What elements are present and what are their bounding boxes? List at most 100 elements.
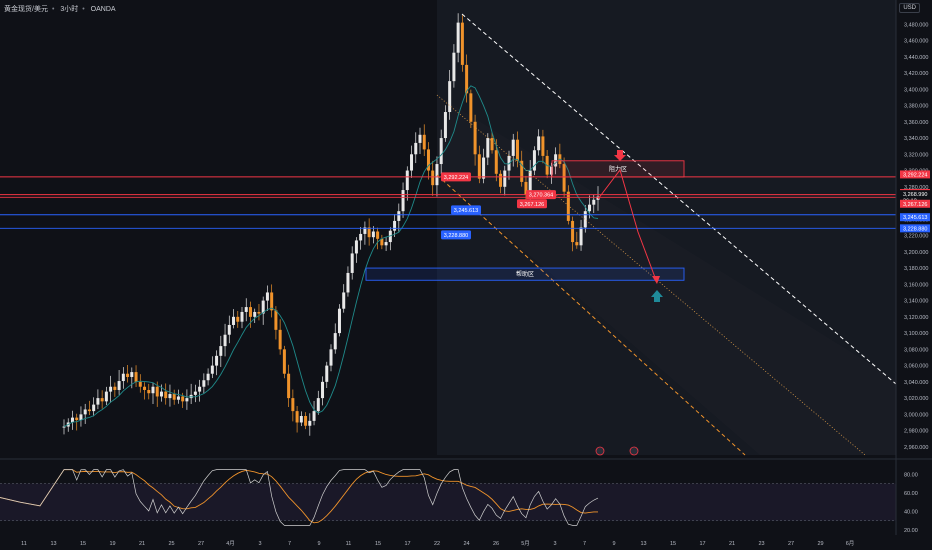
x-tick-label: 11 (346, 541, 352, 547)
rsi-band (0, 483, 896, 521)
candle-body (172, 394, 176, 400)
axis-price-tag-label: 3,292.224 (903, 172, 927, 178)
candle-body (439, 138, 443, 165)
candle-body (426, 149, 430, 171)
price-tag (451, 205, 481, 215)
candle-body (393, 220, 397, 231)
candle-body (456, 22, 460, 53)
candle-body (117, 381, 121, 390)
candle-body (388, 230, 392, 243)
candle-body (79, 414, 83, 421)
x-tick-label: 15 (80, 541, 86, 547)
x-tick-label: 4月 (226, 540, 235, 547)
candle-body (499, 173, 503, 187)
candle-body (583, 211, 587, 228)
y-tick-label: 3,280.000 (904, 185, 928, 191)
candle-body (477, 154, 481, 179)
candle-body (113, 386, 117, 390)
candle-body (469, 93, 473, 122)
candle-body (312, 411, 316, 421)
y-tick-label: 3,380.000 (904, 104, 928, 110)
x-tick-label: 5月 (521, 540, 530, 547)
candle-body (414, 142, 418, 155)
y-tick-label: 3,440.000 (904, 55, 928, 61)
candle-body (363, 227, 367, 234)
candle-body (418, 134, 422, 143)
candle-body (92, 404, 96, 412)
candle-body (130, 372, 134, 377)
x-tick-label: 24 (463, 541, 469, 547)
y-tick-label: 3,080.000 (904, 347, 928, 353)
candle-body (422, 134, 426, 150)
candle-body (282, 349, 286, 374)
candle-body (308, 420, 312, 426)
arrow-up-icon (651, 290, 663, 302)
candle-body (325, 365, 329, 382)
axis-price-tag (900, 190, 930, 199)
candle-body (465, 64, 469, 94)
candle-body (482, 157, 486, 179)
axis-price-tag (900, 213, 930, 222)
candle-body (410, 154, 414, 171)
candle-body (405, 170, 409, 191)
candle-body (490, 138, 494, 151)
candle-body (397, 211, 401, 221)
candle-body (223, 334, 227, 347)
candle-body (486, 138, 490, 158)
candle-body (261, 300, 265, 314)
x-tick-label: 25 (168, 541, 174, 547)
candle-body (448, 81, 452, 113)
candle-body (206, 373, 210, 381)
candle-body (198, 386, 202, 392)
axis-price-tag (900, 170, 930, 179)
zone-box (551, 160, 685, 178)
axis-price-tag (900, 199, 930, 208)
arrow-down-icon (614, 150, 626, 161)
candle-body (121, 373, 125, 382)
x-tick-label: 11 (21, 541, 27, 547)
candle-body (431, 170, 435, 186)
x-tick-label: 9 (612, 541, 615, 547)
candle-body (435, 164, 439, 186)
candle-body (337, 308, 341, 334)
x-tick-label: 3 (553, 541, 556, 547)
y-tick-label: 3,060.000 (904, 364, 928, 370)
candle-body (371, 231, 375, 238)
candle-body (566, 191, 570, 221)
x-tick-label: 6月 (846, 540, 855, 547)
y-tick-label: 3,140.000 (904, 299, 928, 305)
candle-body (511, 139, 515, 156)
x-tick-label: 7 (583, 541, 586, 547)
candle-body (236, 316, 240, 322)
price-tag (441, 172, 471, 182)
candle-body (376, 231, 380, 239)
x-tick-label: 13 (50, 541, 56, 547)
chart-title-bar: 黄金现货/美元 • 3小时 • OANDA (4, 6, 116, 13)
interval-label[interactable]: 3小时 (60, 6, 79, 13)
zone-label: 帮助区 (516, 270, 534, 278)
moving-average-line (63, 85, 599, 427)
price-tag-label: 3,228.880 (444, 233, 468, 239)
candle-body (143, 386, 147, 390)
candle-body (83, 409, 87, 415)
y-tick-label: 3,420.000 (904, 71, 928, 77)
candle-body (333, 333, 337, 350)
candle-body (244, 307, 248, 312)
currency-label[interactable]: USD (899, 3, 920, 13)
candle-body (134, 372, 138, 382)
x-tick-label: 15 (670, 541, 676, 547)
candle-body (215, 355, 219, 366)
symbol-name[interactable]: 黄金现货/美元 (4, 6, 48, 13)
candle-body (257, 311, 261, 314)
candle-body (532, 150, 536, 171)
event-flag-icon (629, 446, 639, 456)
y-tick-label: 3,360.000 (904, 120, 928, 126)
x-tick-label: 22 (434, 541, 440, 547)
candle-body (579, 227, 583, 246)
candle-body (75, 417, 79, 421)
candle-body (185, 398, 189, 402)
candle-body (155, 386, 159, 397)
source-label: OANDA (90, 6, 116, 13)
candle-body (278, 329, 282, 350)
